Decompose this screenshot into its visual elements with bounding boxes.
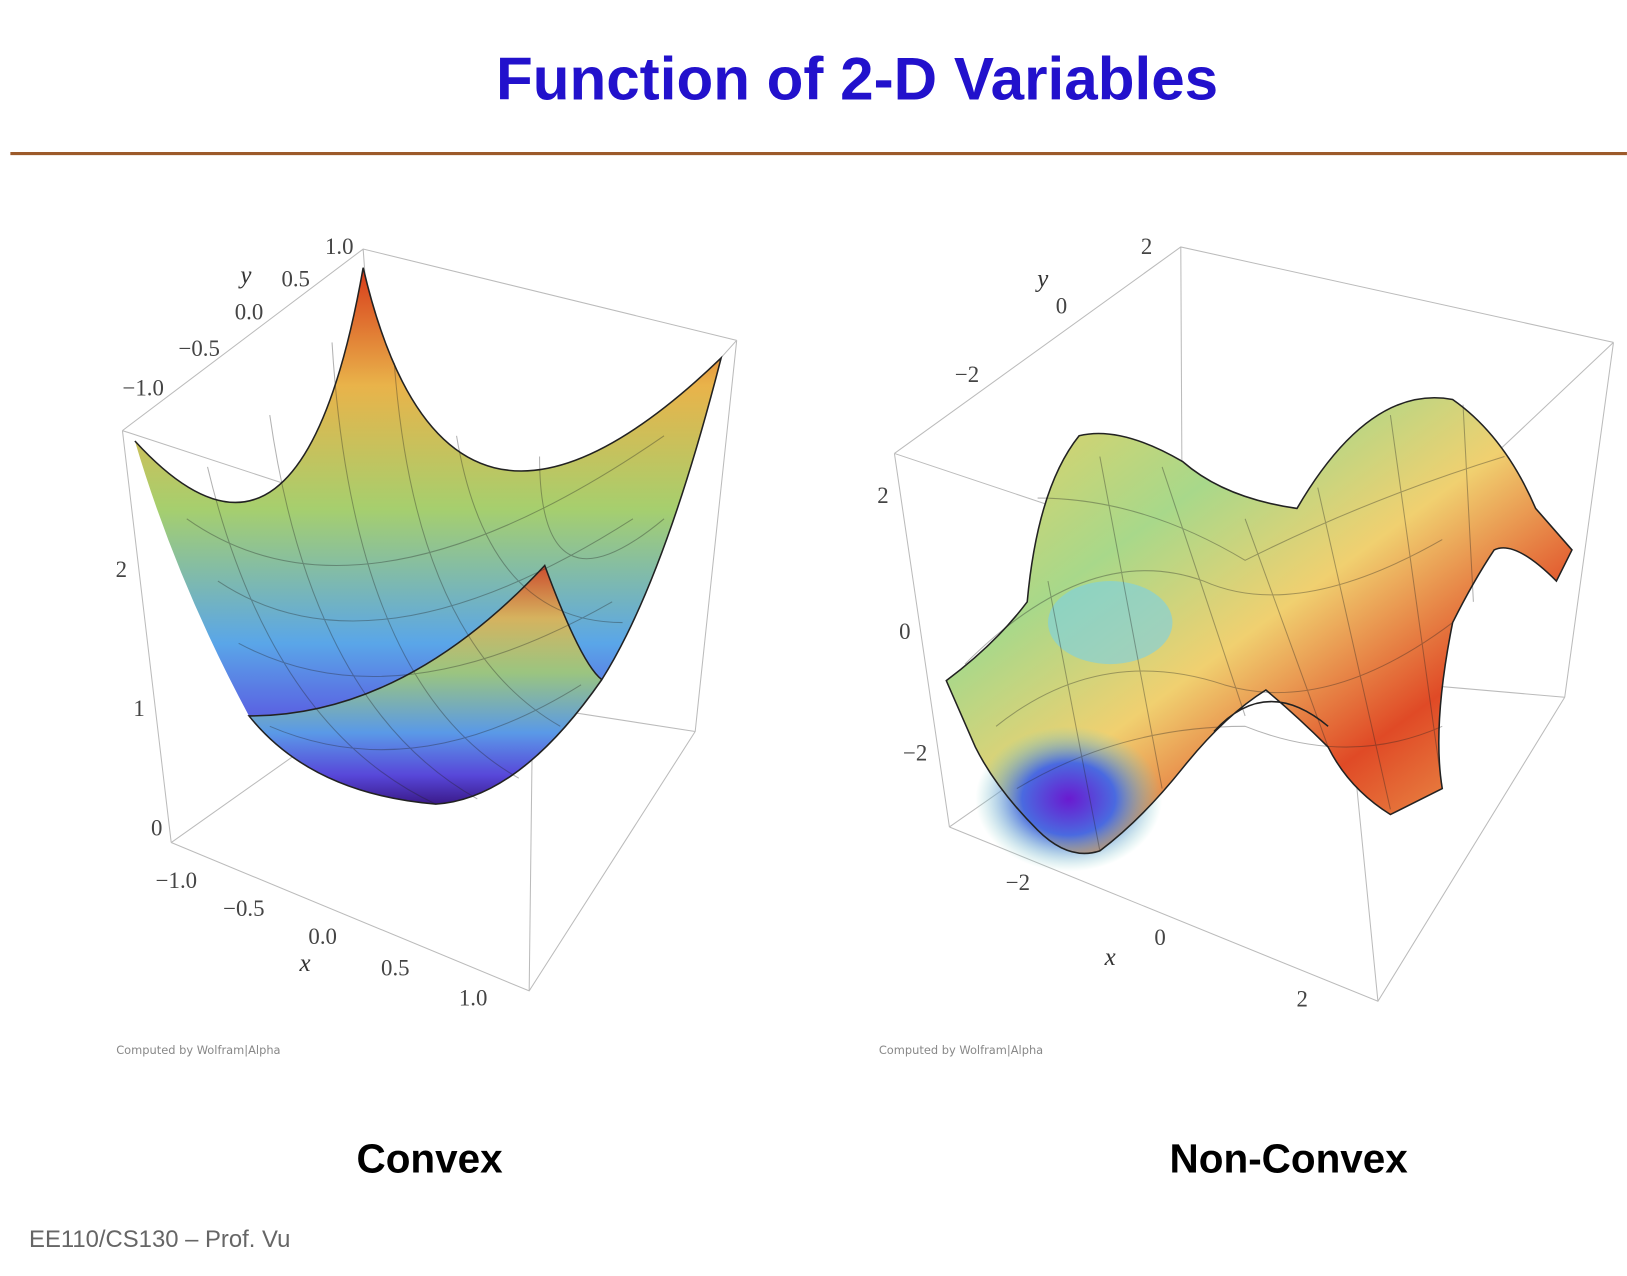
slide-content: Function of 2-D Variables 1.0 0.5 0.0 −0… [10,46,1627,1253]
x-tick: −0.5 [223,896,264,921]
y-tick: 1.0 [325,234,354,259]
z-tick: 2 [877,483,888,508]
y-tick: −0.5 [179,336,220,361]
y-axis-label: y [237,262,252,289]
credit: Computed by Wolfram|Alpha [116,1043,280,1057]
z-tick: 0 [151,815,162,840]
y-tick: 0 [1056,293,1067,318]
x-tick: 1.0 [459,985,488,1010]
caption: Non-Convex [1170,1135,1409,1181]
surface-front [249,565,602,805]
z-tick: 2 [116,557,127,582]
x-tick: 0 [1154,925,1165,950]
y-tick: 0.5 [281,266,310,291]
z-tick: 0 [899,619,910,644]
footer: EE110/CS130 – Prof. Vu [29,1226,290,1253]
x-tick: 2 [1296,986,1307,1011]
surface-shade [1047,581,1173,665]
y-tick: 2 [1141,234,1152,259]
y-tick: −2 [955,362,979,387]
y-tick: 0.0 [235,300,264,325]
credit: Computed by Wolfram|Alpha [879,1043,1043,1057]
y-axis-label: y [1034,265,1049,292]
x-tick: 0.5 [381,955,410,980]
y-tick: −1.0 [122,375,163,400]
x-axis-label: x [1104,944,1116,971]
surface-shade [975,726,1163,872]
x-tick: 0.0 [308,924,337,949]
z-tick: −2 [903,741,927,766]
x-axis-label: x [299,950,311,977]
caption: Convex [356,1135,503,1181]
x-tick: −2 [1006,870,1030,895]
title: Function of 2-D Variables [496,46,1218,113]
convex-plot: 1.0 0.5 0.0 −0.5 −1.0 y 2 1 0 −1.0 −0.5 … [116,234,738,1181]
non-convex-plot: 2 0 −2 y 2 0 −2 −2 0 2 x Computed by Wol… [877,234,1614,1181]
x-tick: −1.0 [156,868,197,893]
z-tick: 1 [133,696,144,721]
